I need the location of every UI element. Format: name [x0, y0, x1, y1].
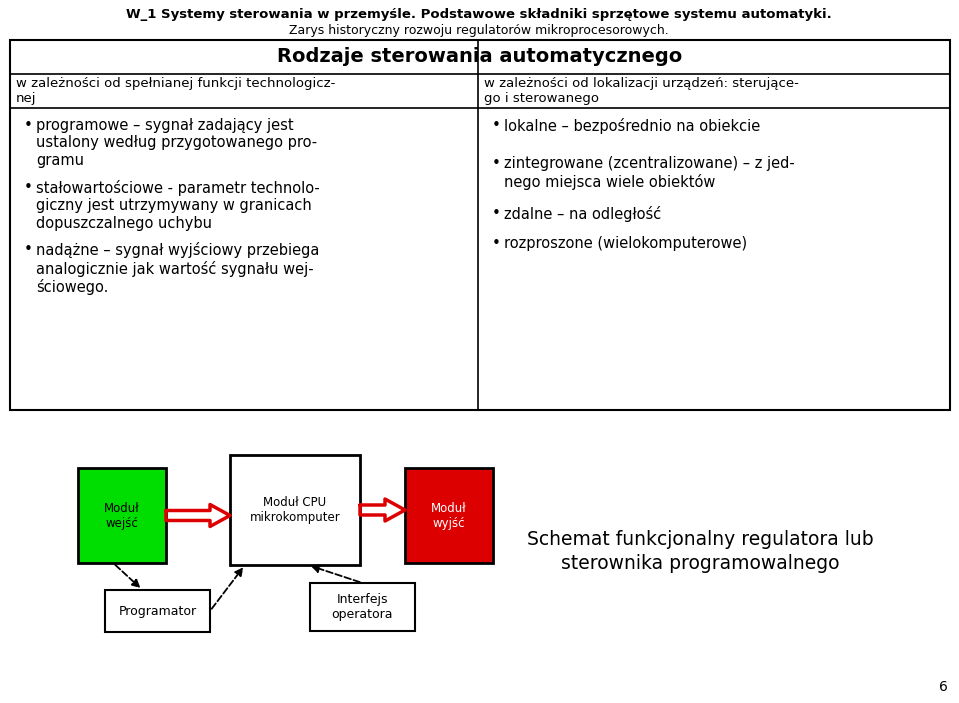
Text: •: • — [492, 236, 501, 251]
Text: Rodzaje sterowania automatycznego: Rodzaje sterowania automatycznego — [277, 48, 683, 67]
Text: Interfejs
operatora: Interfejs operatora — [332, 593, 393, 621]
Text: •: • — [24, 118, 33, 133]
Text: •: • — [492, 118, 501, 133]
Text: w zależności od spełnianej funkcji technologicz-
nej: w zależności od spełnianej funkcji techn… — [16, 77, 336, 105]
Bar — [405, 468, 493, 563]
Text: rozproszone (wielokomputerowe): rozproszone (wielokomputerowe) — [504, 236, 747, 251]
Bar — [78, 468, 166, 563]
Bar — [310, 583, 415, 631]
Text: 6: 6 — [939, 680, 948, 694]
Text: Zarys historyczny rozwoju regulatorów mikroprocesorowych.: Zarys historyczny rozwoju regulatorów mi… — [289, 24, 668, 37]
Text: Moduł
wejść: Moduł wejść — [105, 501, 140, 529]
Text: Moduł CPU
mikrokomputer: Moduł CPU mikrokomputer — [249, 496, 340, 524]
Bar — [10, 40, 950, 410]
Text: zdalne – na odległość: zdalne – na odległość — [504, 206, 662, 222]
Text: w zależności od lokalizacji urządzeń: sterujące-
go i sterowanego: w zależności od lokalizacji urządzeń: st… — [484, 77, 799, 105]
Bar — [105, 590, 210, 632]
Text: Moduł
wyjść: Moduł wyjść — [432, 501, 467, 529]
Text: Programator: Programator — [119, 605, 197, 617]
Text: programowe – sygnał zadający jest
ustalony według przygotowanego pro-
gramu: programowe – sygnał zadający jest ustalo… — [36, 118, 317, 168]
Text: •: • — [24, 242, 33, 257]
Text: •: • — [24, 180, 33, 195]
Text: sterownika programowalnego: sterownika programowalnego — [561, 554, 839, 573]
Text: zintegrowane (zcentralizowane) – z jed-
nego miejsca wiele obiektów: zintegrowane (zcentralizowane) – z jed- … — [504, 156, 795, 190]
Text: •: • — [492, 156, 501, 171]
Text: •: • — [492, 206, 501, 221]
Text: Schemat funkcjonalny regulatora lub: Schemat funkcjonalny regulatora lub — [526, 530, 874, 549]
Text: stałowartościowe - parametr technolo-
giczny jest utrzymywany w granicach
dopusz: stałowartościowe - parametr technolo- gi… — [36, 180, 319, 231]
Text: lokalne – bezpośrednio na obiekcie: lokalne – bezpośrednio na obiekcie — [504, 118, 760, 134]
Bar — [230, 455, 360, 565]
Text: W_1 Systemy sterowania w przemyśle. Podstawowe składniki sprzętowe systemu autom: W_1 Systemy sterowania w przemyśle. Pods… — [127, 8, 831, 21]
Text: nadążne – sygnał wyjściowy przebiega
analogicznie jak wartość sygnału wej-
ściow: nadążne – sygnał wyjściowy przebiega ana… — [36, 242, 319, 295]
